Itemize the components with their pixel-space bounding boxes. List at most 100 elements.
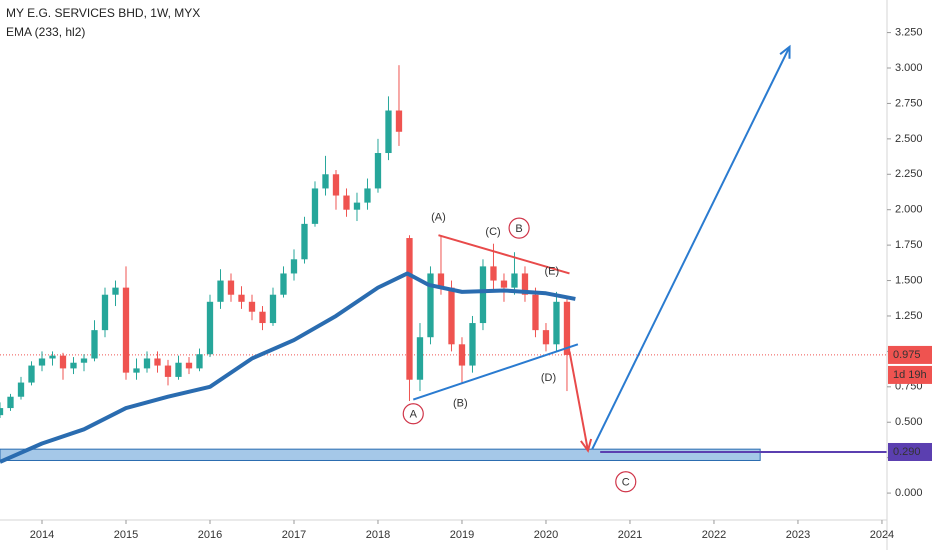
arrow-head — [779, 44, 791, 59]
candle-body — [101, 294, 109, 331]
candle-body — [437, 273, 445, 288]
x-tick-label: 2017 — [282, 529, 306, 541]
candle-body — [469, 323, 476, 366]
candle-body — [112, 287, 119, 295]
candle-body — [91, 330, 98, 359]
y-tick-label: 3.250 — [895, 26, 923, 38]
candle-body — [38, 358, 46, 366]
trend-line — [568, 351, 589, 451]
candle-body — [364, 188, 371, 203]
candle-body — [458, 344, 466, 366]
wave-label: (D) — [541, 372, 556, 384]
candle-body — [259, 311, 266, 324]
candle-body — [532, 294, 539, 331]
y-tick-label: 2.000 — [895, 204, 923, 216]
y-tick-label: 0.000 — [895, 487, 923, 499]
countdown-label-bg — [888, 365, 932, 384]
candle-body — [521, 273, 529, 295]
y-tick-label: 1.250 — [895, 310, 923, 322]
trend-line — [438, 234, 570, 275]
candle-body — [70, 362, 77, 369]
candle-body — [154, 358, 161, 366]
candle-body — [374, 153, 382, 189]
candle-body — [511, 273, 518, 288]
candle-body — [301, 223, 308, 260]
x-tick-label: 2023 — [786, 529, 810, 541]
candle-body — [542, 330, 550, 345]
support-zone — [0, 448, 761, 461]
wave-label: B — [515, 223, 522, 235]
wave-label: A — [410, 409, 418, 421]
candle-body — [17, 382, 25, 397]
candle-body — [175, 362, 182, 377]
candle-body — [563, 301, 571, 355]
candle-body — [395, 110, 403, 132]
candle-body — [59, 355, 67, 369]
candle-body — [217, 280, 224, 302]
candle-body — [385, 110, 392, 154]
annotation-circle — [615, 471, 637, 493]
level-label-bg — [888, 442, 932, 461]
candle-body — [206, 301, 214, 355]
chart-title: MY E.G. SERVICES BHD, 1W, MYX — [6, 6, 200, 20]
candle-body — [0, 408, 4, 416]
x-tick-label: 2021 — [618, 529, 642, 541]
candle-body — [238, 294, 245, 302]
candle-body — [500, 280, 508, 288]
wave-label: C — [622, 477, 630, 489]
candle-body — [311, 188, 319, 224]
trend-line — [591, 46, 791, 450]
chart-subtitle: EMA (233, hl2) — [6, 25, 85, 39]
wave-label: (B) — [453, 397, 468, 409]
y-tick-label: 1.750 — [895, 239, 923, 251]
candle-body — [490, 266, 497, 281]
wave-label: (C) — [485, 226, 500, 238]
wave-label: (E) — [545, 266, 560, 278]
candle-body — [353, 202, 361, 210]
candle-body — [227, 280, 235, 295]
candle-body — [133, 368, 140, 373]
candle-body — [343, 195, 350, 210]
candle-body — [80, 358, 88, 363]
candle-body — [185, 362, 193, 369]
x-tick-label: 2024 — [870, 529, 894, 541]
x-tick-label: 2015 — [114, 529, 138, 541]
candle-body — [164, 365, 172, 377]
y-tick-label: 2.500 — [895, 133, 923, 145]
candle-body — [143, 358, 151, 369]
candle-body — [448, 287, 455, 345]
plot-area: (A) (B) (C) (D) (E) A B C — [0, 44, 887, 493]
candle-body — [322, 174, 329, 189]
y-tick-label: 2.750 — [895, 97, 923, 109]
candle-body — [28, 365, 35, 383]
x-tick-label: 2019 — [450, 529, 474, 541]
candle-body — [290, 259, 298, 274]
candle-body — [479, 266, 487, 324]
candle-body — [416, 337, 424, 380]
candle-body — [49, 355, 56, 359]
candle-body — [7, 396, 14, 409]
ema-line — [0, 271, 576, 464]
x-tick-label: 2018 — [366, 529, 390, 541]
x-tick-label: 2022 — [702, 529, 726, 541]
x-tick-label: 2016 — [198, 529, 222, 541]
arrow-head — [580, 438, 593, 453]
candle-body — [406, 238, 413, 380]
candle-body — [122, 287, 130, 373]
y-tick-label: 0.500 — [895, 416, 923, 428]
candle-body — [553, 301, 560, 345]
y-tick-label: 3.000 — [895, 62, 923, 74]
wave-label: (A) — [431, 212, 446, 224]
candle-body — [196, 354, 203, 369]
level-label: 0.290 — [893, 446, 921, 458]
countdown-label: 1d 19h — [893, 369, 927, 381]
x-tick-label: 2014 — [30, 529, 54, 541]
candle-body — [248, 301, 256, 312]
annotation-circle — [508, 217, 530, 239]
candle-body — [280, 273, 287, 295]
last-price-label-bg — [888, 345, 932, 364]
annotation-circle — [402, 403, 424, 425]
candle-body — [269, 294, 277, 324]
y-tick-label: 1.500 — [895, 274, 923, 286]
